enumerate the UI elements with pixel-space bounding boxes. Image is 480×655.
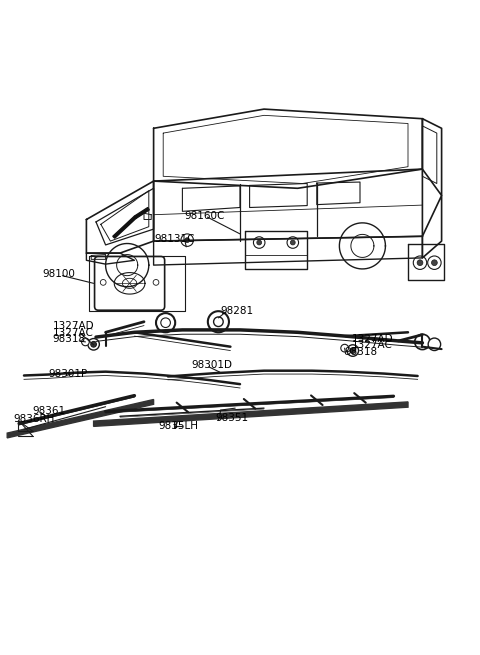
Circle shape: [417, 260, 423, 265]
Text: 9836RH: 9836RH: [13, 414, 55, 424]
Text: 1327AC: 1327AC: [351, 340, 392, 350]
Text: 98351: 98351: [215, 413, 248, 423]
Text: 1327AD: 1327AD: [351, 333, 393, 343]
Text: 1327AD: 1327AD: [53, 321, 95, 331]
Circle shape: [428, 338, 441, 350]
Circle shape: [428, 256, 441, 269]
Circle shape: [413, 256, 427, 269]
Circle shape: [257, 240, 262, 245]
Text: 98318: 98318: [53, 335, 86, 345]
Text: 9835LH: 9835LH: [158, 421, 198, 431]
Circle shape: [415, 334, 430, 350]
Circle shape: [287, 236, 299, 248]
Text: 98301D: 98301D: [191, 360, 232, 370]
Circle shape: [88, 339, 99, 350]
Circle shape: [290, 240, 295, 245]
Circle shape: [253, 236, 265, 248]
Text: 98160C: 98160C: [185, 211, 225, 221]
Circle shape: [347, 345, 359, 356]
Polygon shape: [134, 208, 149, 219]
Circle shape: [208, 311, 229, 332]
Polygon shape: [94, 402, 408, 426]
Circle shape: [185, 238, 190, 242]
Circle shape: [350, 348, 356, 354]
Text: 98301P: 98301P: [48, 369, 87, 379]
Text: 98281: 98281: [221, 306, 254, 316]
Circle shape: [181, 234, 193, 246]
Circle shape: [82, 338, 89, 346]
Circle shape: [214, 317, 223, 327]
Circle shape: [432, 260, 437, 265]
Circle shape: [156, 313, 175, 332]
Circle shape: [91, 341, 96, 347]
Text: 98100: 98100: [42, 269, 75, 279]
Polygon shape: [7, 400, 154, 438]
Text: 98318: 98318: [345, 347, 378, 357]
Circle shape: [341, 345, 348, 352]
Text: 98361: 98361: [33, 406, 66, 416]
Text: 1327AC: 1327AC: [53, 328, 94, 338]
Polygon shape: [113, 216, 136, 238]
Text: 98131C: 98131C: [155, 234, 195, 244]
